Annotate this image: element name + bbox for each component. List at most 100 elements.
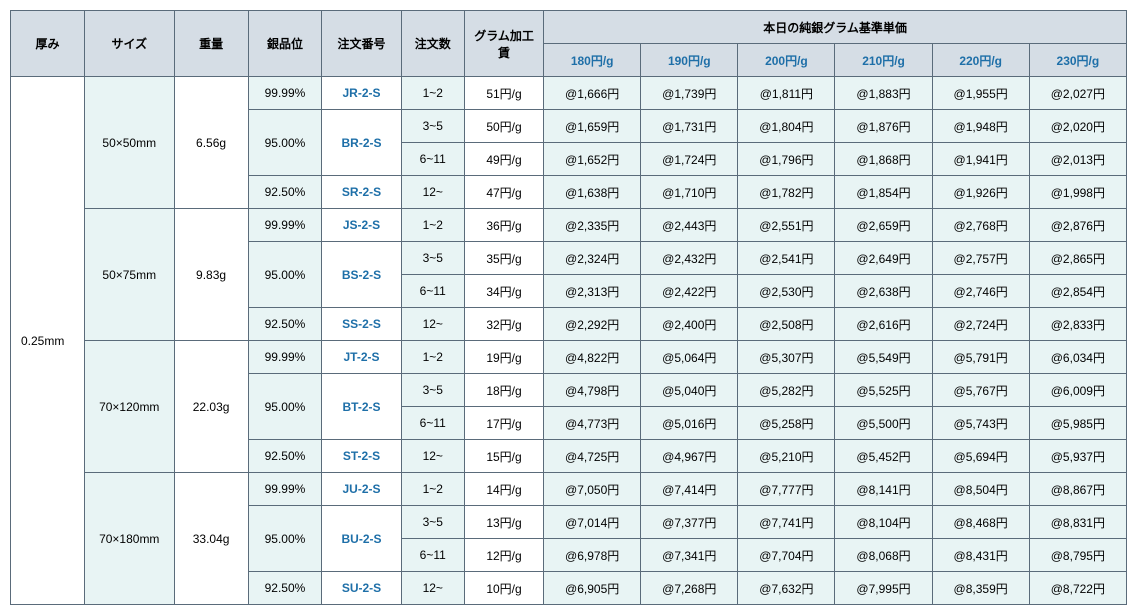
price-cell: @1,868円 — [835, 143, 932, 176]
qty-cell: 12~ — [401, 440, 464, 473]
fee-cell: 17円/g — [464, 407, 543, 440]
header-order-no: 注文番号 — [322, 11, 401, 77]
price-cell: @5,452円 — [835, 440, 932, 473]
price-cell: @2,833円 — [1029, 308, 1126, 341]
order-code-cell: SS-2-S — [322, 308, 401, 341]
price-cell: @2,422円 — [641, 275, 738, 308]
table-body: 0.25mm50×50mm6.56g99.99%JR-2-S1~251円/g@1… — [11, 77, 1127, 605]
qty-cell: 6~11 — [401, 275, 464, 308]
price-cell: @4,798円 — [544, 374, 641, 407]
size-cell: 50×50mm — [84, 77, 174, 209]
price-cell: @5,500円 — [835, 407, 932, 440]
price-cell: @8,068円 — [835, 539, 932, 572]
price-cell: @5,549円 — [835, 341, 932, 374]
qty-cell: 1~2 — [401, 77, 464, 110]
purity-cell: 99.99% — [248, 209, 322, 242]
fee-cell: 36円/g — [464, 209, 543, 242]
price-cell: @2,757円 — [932, 242, 1029, 275]
price-cell: @8,722円 — [1029, 572, 1126, 605]
purity-cell: 99.99% — [248, 473, 322, 506]
price-cell: @6,905円 — [544, 572, 641, 605]
price-cell: @2,335円 — [544, 209, 641, 242]
price-cell: @2,746円 — [932, 275, 1029, 308]
price-cell: @1,652円 — [544, 143, 641, 176]
purity-cell: 95.00% — [248, 374, 322, 440]
silver-price-table: 厚み サイズ 重量 銀品位 注文番号 注文数 グラム加工賃 本日の純銀グラム基準… — [10, 10, 1127, 605]
order-code-cell: ST-2-S — [322, 440, 401, 473]
price-cell: @8,504円 — [932, 473, 1029, 506]
fee-cell: 50円/g — [464, 110, 543, 143]
price-cell: @1,796円 — [738, 143, 835, 176]
price-cell: @2,768円 — [932, 209, 1029, 242]
table-row: 50×75mm9.83g99.99%JS-2-S1~236円/g@2,335円@… — [11, 209, 1127, 242]
price-cell: @7,777円 — [738, 473, 835, 506]
qty-cell: 3~5 — [401, 242, 464, 275]
price-cell: @4,967円 — [641, 440, 738, 473]
price-cell: @1,811円 — [738, 77, 835, 110]
price-cell: @2,432円 — [641, 242, 738, 275]
size-cell: 50×75mm — [84, 209, 174, 341]
price-cell: @7,995円 — [835, 572, 932, 605]
order-code-cell: JT-2-S — [322, 341, 401, 374]
purity-cell: 95.00% — [248, 110, 322, 176]
fee-cell: 32円/g — [464, 308, 543, 341]
price-cell: @1,782円 — [738, 176, 835, 209]
price-cell: @8,431円 — [932, 539, 1029, 572]
fee-cell: 18円/g — [464, 374, 543, 407]
fee-cell: 14円/g — [464, 473, 543, 506]
table-row: 70×120mm22.03g99.99%JT-2-S1~219円/g@4,822… — [11, 341, 1127, 374]
price-cell: @6,009円 — [1029, 374, 1126, 407]
price-cell: @1,876円 — [835, 110, 932, 143]
price-cell: @7,741円 — [738, 506, 835, 539]
qty-cell: 6~11 — [401, 539, 464, 572]
qty-cell: 3~5 — [401, 506, 464, 539]
price-cell: @5,064円 — [641, 341, 738, 374]
fee-cell: 15円/g — [464, 440, 543, 473]
qty-cell: 1~2 — [401, 473, 464, 506]
weight-cell: 6.56g — [174, 77, 248, 209]
price-cell: @2,530円 — [738, 275, 835, 308]
price-cell: @2,638円 — [835, 275, 932, 308]
qty-cell: 12~ — [401, 176, 464, 209]
header-fee: グラム加工賃 — [464, 11, 543, 77]
price-cell: @1,854円 — [835, 176, 932, 209]
price-cell: @7,704円 — [738, 539, 835, 572]
order-code-cell: SR-2-S — [322, 176, 401, 209]
header-price-group: 本日の純銀グラム基準単価 — [544, 11, 1127, 44]
price-cell: @2,313円 — [544, 275, 641, 308]
fee-cell: 49円/g — [464, 143, 543, 176]
price-cell: @5,040円 — [641, 374, 738, 407]
order-code-cell: BR-2-S — [322, 110, 401, 176]
price-cell: @4,725円 — [544, 440, 641, 473]
price-cell: @2,292円 — [544, 308, 641, 341]
fee-cell: 34円/g — [464, 275, 543, 308]
order-code-cell: JU-2-S — [322, 473, 401, 506]
order-code-cell: JR-2-S — [322, 77, 401, 110]
header-purity: 銀品位 — [248, 11, 322, 77]
purity-cell: 92.50% — [248, 440, 322, 473]
price-cell: @1,941円 — [932, 143, 1029, 176]
purity-cell: 99.99% — [248, 341, 322, 374]
price-cell: @5,937円 — [1029, 440, 1126, 473]
price-cell: @5,258円 — [738, 407, 835, 440]
price-cell: @1,659円 — [544, 110, 641, 143]
price-cell: @2,659円 — [835, 209, 932, 242]
fee-cell: 35円/g — [464, 242, 543, 275]
price-cell: @5,016円 — [641, 407, 738, 440]
price-cell: @2,649円 — [835, 242, 932, 275]
header-price-2: 200円/g — [738, 44, 835, 77]
purity-cell: 95.00% — [248, 242, 322, 308]
price-cell: @1,638円 — [544, 176, 641, 209]
price-cell: @5,282円 — [738, 374, 835, 407]
price-cell: @2,541円 — [738, 242, 835, 275]
header-weight: 重量 — [174, 11, 248, 77]
fee-cell: 51円/g — [464, 77, 543, 110]
weight-cell: 9.83g — [174, 209, 248, 341]
price-cell: @2,013円 — [1029, 143, 1126, 176]
price-cell: @8,468円 — [932, 506, 1029, 539]
price-cell: @6,978円 — [544, 539, 641, 572]
price-cell: @1,998円 — [1029, 176, 1126, 209]
header-price-4: 220円/g — [932, 44, 1029, 77]
header-size: サイズ — [84, 11, 174, 77]
order-code-cell: BS-2-S — [322, 242, 401, 308]
